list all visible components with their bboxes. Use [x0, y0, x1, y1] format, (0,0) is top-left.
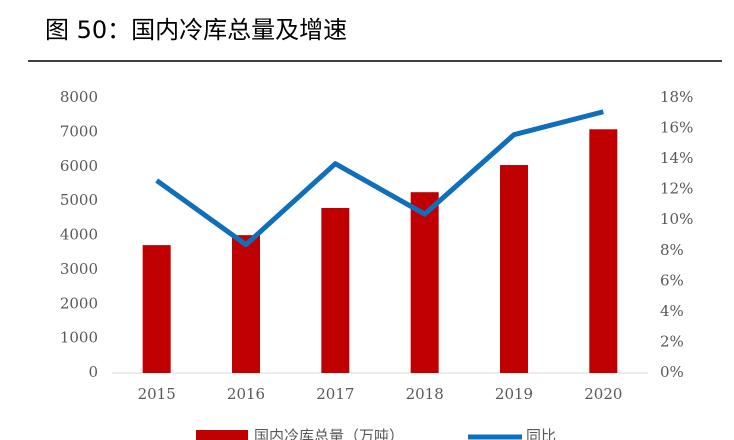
y-tick-label: 8000	[60, 88, 98, 106]
y2-tick-label: 8%	[660, 241, 684, 259]
bar	[500, 165, 528, 373]
y-tick-label: 6000	[60, 157, 98, 175]
y-tick-label: 3000	[60, 260, 98, 278]
bar	[589, 129, 618, 373]
y2-tick-label: 14%	[660, 149, 693, 167]
legend-swatch	[196, 430, 248, 440]
y-tick-label: 2000	[60, 294, 98, 312]
chart-title: 图 50：国内冷库总量及增速	[45, 16, 347, 44]
legend-label: 同比	[526, 427, 556, 440]
y2-tick-label: 16%	[660, 119, 693, 137]
y2-tick-label: 6%	[660, 271, 684, 289]
y-tick-label: 0	[88, 363, 98, 381]
y-tick-label: 4000	[60, 226, 98, 244]
line-series	[155, 109, 604, 248]
x-tick-label: 2020	[584, 385, 622, 403]
y-tick-label: 1000	[60, 329, 98, 347]
x-tick-label: 2019	[495, 385, 533, 403]
legend-label: 国内冷库总量（万吨）	[254, 427, 404, 440]
bar	[142, 245, 171, 373]
x-tick-label: 2015	[138, 385, 176, 403]
y2-tick-label: 10%	[660, 210, 693, 228]
x-tick-label: 2016	[227, 385, 265, 403]
bar	[410, 192, 439, 373]
y2-tick-label: 0%	[660, 363, 684, 381]
y-tick-label: 7000	[60, 122, 98, 140]
y-tick-label: 5000	[60, 191, 98, 209]
x-tick-label: 2018	[406, 385, 444, 403]
y2-tick-label: 2%	[660, 332, 684, 350]
y2-tick-label: 4%	[660, 302, 684, 320]
bar	[321, 208, 350, 373]
y2-tick-label: 18%	[660, 88, 693, 106]
bar	[232, 235, 260, 373]
y2-tick-label: 12%	[660, 180, 693, 198]
x-tick-label: 2017	[316, 385, 354, 403]
